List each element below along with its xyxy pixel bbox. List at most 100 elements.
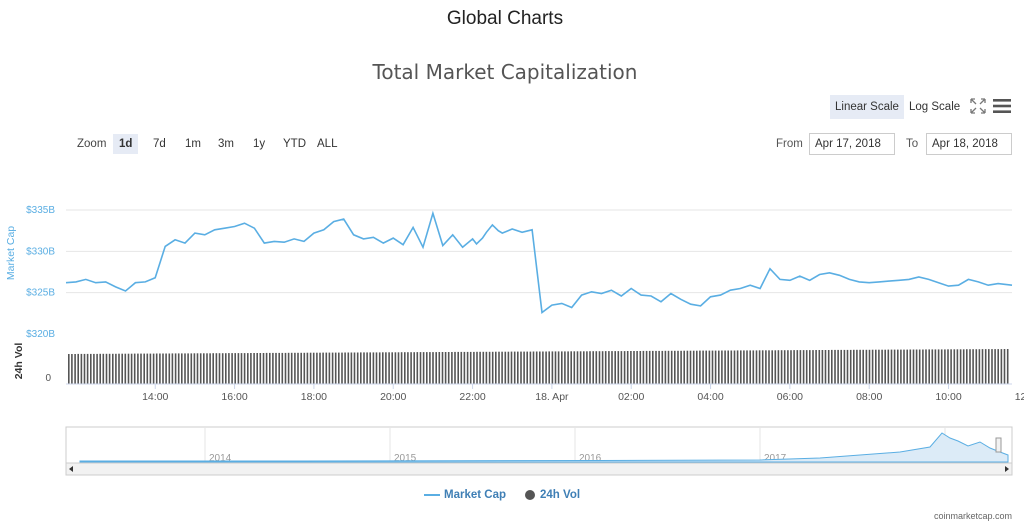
volume-bar: [692, 350, 695, 384]
volume-bar: [419, 352, 422, 384]
volume-bar: [501, 351, 503, 384]
x-tick-label: 18:00: [301, 391, 327, 403]
volume-bar: [890, 349, 893, 384]
volume-bar: [658, 350, 660, 384]
volume-bar: [438, 352, 441, 384]
volume-bar: [152, 353, 155, 384]
volume-bar: [353, 352, 356, 384]
volume-bar: [466, 351, 469, 384]
volume-bar: [90, 353, 92, 384]
volume-bar: [743, 350, 745, 384]
zoom-1m-button[interactable]: 1m: [185, 138, 201, 150]
volume-bar: [121, 353, 123, 384]
volume-bar: [325, 352, 328, 384]
volume-bar: [1006, 349, 1009, 384]
volume-bar: [601, 351, 604, 384]
volume-axis-label: 24h Vol: [13, 343, 25, 380]
volume-bar: [758, 350, 761, 384]
zoom-3m-button[interactable]: 3m: [218, 138, 234, 150]
volume-bar: [827, 350, 830, 384]
volume-bar: [953, 349, 956, 384]
volume-bar: [787, 350, 789, 384]
volume-bar: [312, 352, 315, 384]
volume-bar: [350, 352, 353, 384]
legend-24h-vol[interactable]: 24h Vol: [525, 489, 580, 501]
volume-bar: [645, 350, 648, 384]
volume-bar: [209, 353, 211, 385]
volume-bar: [532, 351, 535, 384]
menu-icon[interactable]: [993, 99, 1011, 113]
volume-bar: [334, 352, 337, 384]
volume-bar: [875, 349, 877, 384]
volume-bar: [218, 353, 221, 384]
volume-bar: [699, 350, 701, 384]
volume-bar: [356, 352, 359, 384]
volume-bar: [250, 353, 252, 384]
navigator-year-label: 2015: [394, 453, 417, 464]
x-tick-label: 16:00: [221, 391, 247, 403]
zoom-1y-button[interactable]: 1y: [253, 138, 266, 150]
fullscreen-icon[interactable]: [970, 98, 986, 114]
scroll-left-icon[interactable]: [69, 466, 73, 472]
volume-bar: [755, 350, 758, 384]
volume-bar: [586, 351, 588, 385]
volume-bar: [689, 350, 692, 384]
volume-bar: [328, 352, 331, 384]
volume-bar: [281, 352, 284, 384]
volume-bar: [397, 352, 400, 385]
volume-bar: [294, 352, 296, 384]
volume-bar: [507, 351, 510, 384]
volume-bar: [460, 351, 463, 384]
navigator-year-label: 2017: [764, 453, 787, 464]
volume-bar: [68, 354, 70, 384]
volume-bar: [878, 349, 880, 384]
volume-bar: [969, 349, 971, 384]
volume-bar: [736, 350, 739, 384]
volume-bar: [959, 349, 962, 384]
linear-scale-button[interactable]: Linear Scale: [830, 95, 904, 119]
zoom-all-button[interactable]: ALL: [317, 138, 338, 150]
volume-bar: [391, 352, 393, 384]
volume-bar: [347, 352, 350, 384]
volume-bar: [203, 353, 205, 384]
volume-bar: [554, 351, 557, 384]
to-date-input[interactable]: Apr 18, 2018: [926, 133, 1012, 155]
volume-bar: [947, 349, 949, 384]
volume-bar: [447, 352, 450, 384]
volume-bar: [385, 352, 387, 384]
volume-bar: [253, 353, 255, 384]
volume-bar: [579, 351, 582, 384]
volume-bar: [112, 353, 114, 384]
volume-bar: [140, 353, 142, 384]
volume-bar: [994, 349, 996, 384]
from-label: From: [776, 138, 803, 150]
volume-bar: [818, 350, 821, 384]
zoom-1d-button[interactable]: 1d: [113, 134, 139, 154]
legend-market-cap[interactable]: Market Cap: [424, 489, 506, 501]
volume-bar: [768, 350, 770, 384]
volume-bar: [686, 350, 689, 384]
volume-bar: [382, 352, 384, 384]
navigator-scrollbar[interactable]: [65, 462, 1013, 476]
navigator-handle[interactable]: [995, 437, 1002, 453]
volume-bar: [780, 350, 783, 384]
log-scale-button[interactable]: Log Scale: [909, 101, 961, 113]
from-date-input[interactable]: Apr 17, 2018: [809, 133, 895, 155]
volume-bar: [80, 353, 83, 384]
volume-bar: [576, 351, 579, 384]
volume-bar: [429, 352, 431, 384]
volume-bar: [513, 351, 516, 384]
scroll-right-icon[interactable]: [1005, 466, 1009, 472]
volume-bar: [517, 351, 519, 384]
volume-bar: [526, 351, 528, 384]
volume-bar: [360, 352, 362, 384]
to-label: To: [906, 138, 919, 150]
page-title: Global Charts: [446, 8, 564, 29]
volume-bar: [551, 351, 554, 384]
volume-bar: [991, 349, 993, 384]
volume-bar: [510, 351, 513, 384]
volume-bar: [862, 349, 864, 384]
zoom-ytd-button[interactable]: YTD: [283, 138, 306, 150]
volume-bar: [683, 350, 685, 384]
zoom-7d-button[interactable]: 7d: [153, 138, 166, 150]
